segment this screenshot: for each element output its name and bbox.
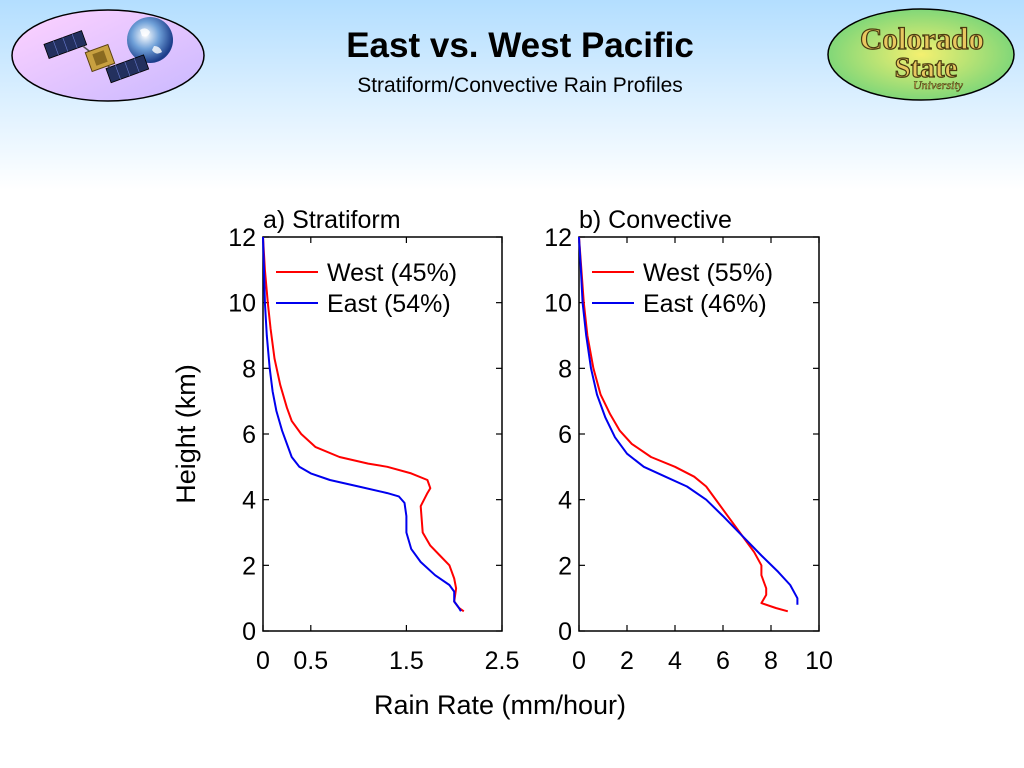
legend-label-west: West (45%) [327, 259, 457, 287]
x-tick-label: 1.5 [389, 647, 424, 675]
series-line-west-stratiform [262, 236, 465, 613]
y-tick-label: 8 [242, 355, 256, 383]
series-line-east-stratiform [262, 236, 462, 612]
y-tick-label: 12 [544, 224, 572, 252]
x-tick-label: 2 [620, 647, 634, 675]
legend-label-east: East (46%) [643, 290, 767, 318]
y-tick-label: 12 [228, 224, 256, 252]
logo-text-colorado: Colorado [860, 21, 984, 56]
university-logo: Colorado State University [827, 8, 1015, 101]
logo-text-state: State [895, 52, 958, 84]
y-tick-label: 4 [558, 487, 572, 515]
y-tick-label: 10 [544, 290, 572, 318]
logo-text-university: University [913, 78, 964, 92]
legend-label-west: West (55%) [643, 259, 773, 287]
panel-title-convective: b) Convective [579, 206, 732, 234]
slide-subtitle: Stratiform/Convective Rain Profiles [357, 74, 683, 97]
x-tick-label: 0.5 [293, 647, 328, 675]
x-tick-label: 10 [805, 647, 833, 675]
panel-title-stratiform: a) Stratiform [263, 206, 401, 234]
y-tick-label: 0 [242, 618, 256, 646]
y-tick-label: 10 [228, 290, 256, 318]
x-tick-label: 8 [764, 647, 778, 675]
x-axis-label: Rain Rate (mm/hour) [374, 690, 626, 720]
series-line-east-convective [578, 236, 799, 605]
y-tick-label: 4 [242, 487, 256, 515]
x-tick-label: 6 [716, 647, 730, 675]
y-tick-label: 6 [242, 421, 256, 449]
y-tick-label: 6 [558, 421, 572, 449]
legend-label-east: East (54%) [327, 290, 451, 318]
satellite-earth-icon [11, 9, 205, 102]
x-tick-label: 0 [256, 647, 270, 675]
y-tick-label: 2 [242, 552, 256, 580]
x-tick-label: 0 [572, 647, 586, 675]
series-line-west-convective [578, 236, 789, 613]
x-tick-label: 4 [668, 647, 682, 675]
x-tick-label: 2.5 [485, 647, 520, 675]
slide-title: East vs. West Pacific [346, 26, 694, 65]
y-tick-label: 2 [558, 552, 572, 580]
y-tick-label: 8 [558, 355, 572, 383]
y-axis-label: Height (km) [171, 364, 201, 504]
y-tick-label: 0 [558, 618, 572, 646]
